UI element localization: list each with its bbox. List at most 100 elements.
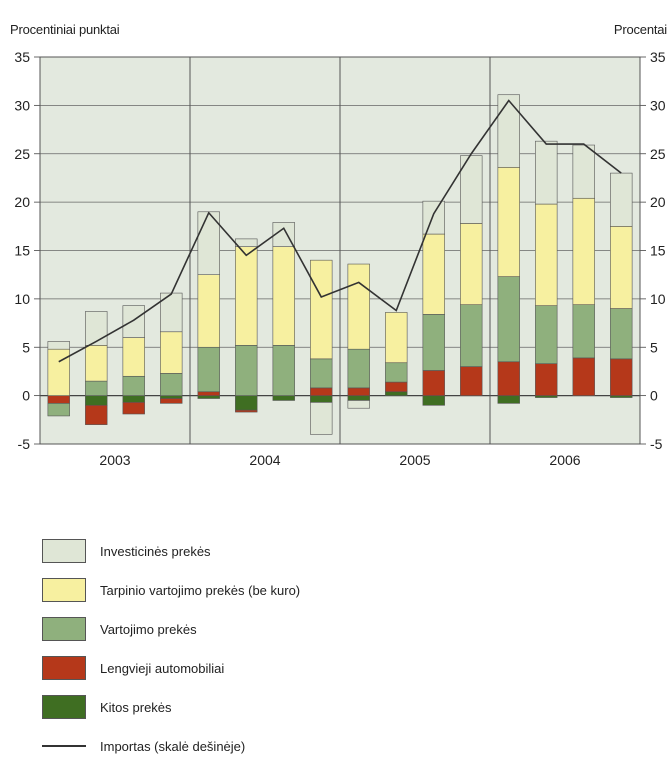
- bar-segment: [85, 345, 107, 381]
- bar-segment: [160, 399, 182, 404]
- legend-label-importas: Importas (skalė dešinėje): [100, 739, 245, 754]
- bar-segment: [460, 223, 482, 304]
- bar-segment: [123, 402, 145, 414]
- tick-label-left: 30: [14, 97, 30, 113]
- bar-segment: [198, 392, 220, 396]
- bar-segment: [535, 204, 557, 306]
- bar-segment: [423, 201, 445, 234]
- tick-label-right: 20: [650, 194, 666, 210]
- bar-segment: [160, 373, 182, 395]
- bar-segment: [498, 362, 520, 396]
- bar-segment: [85, 405, 107, 424]
- bar-segment: [423, 234, 445, 314]
- tick-label-right: 0: [650, 388, 658, 404]
- tick-label-left: -5: [18, 436, 31, 452]
- legend-swatch-tarpinio: [42, 578, 86, 602]
- tick-label-left: 35: [14, 49, 30, 65]
- bar-segment: [235, 345, 257, 395]
- bar-segment: [235, 247, 257, 346]
- tick-label-left: 10: [14, 291, 30, 307]
- legend-item-kitos: Kitos prekės: [42, 692, 642, 722]
- legend-swatch-investicines: [42, 539, 86, 563]
- x-tick-label: 2004: [249, 452, 280, 468]
- bar-segment: [198, 347, 220, 392]
- bar-segment: [310, 260, 332, 359]
- bar-segment: [385, 312, 407, 362]
- legend-item-lengvieji: Lengvieji automobiliai: [42, 653, 642, 683]
- tick-label-left: 5: [22, 339, 30, 355]
- bar-segment: [85, 396, 107, 406]
- bar-segment: [48, 396, 70, 404]
- bar-segment: [273, 247, 295, 346]
- bar-segment: [423, 370, 445, 395]
- bar-segment: [498, 95, 520, 168]
- bar-segment: [123, 338, 145, 377]
- legend-swatch-importas: [42, 745, 86, 747]
- bar-segment: [610, 359, 632, 396]
- bar-segment: [273, 396, 295, 401]
- bar-segment: [348, 400, 370, 408]
- bar-segment: [198, 396, 220, 399]
- bar-segment: [198, 275, 220, 348]
- bar-segment: [348, 388, 370, 396]
- bar-segment: [123, 306, 145, 338]
- bar-segment: [460, 367, 482, 396]
- bar-segment: [385, 363, 407, 382]
- x-tick-label: 2006: [549, 452, 580, 468]
- tick-label-left: 20: [14, 194, 30, 210]
- bar-segment: [573, 358, 595, 396]
- x-tick-label: 2003: [99, 452, 130, 468]
- legend-label-investicines: Investicinės prekės: [100, 544, 211, 559]
- legend-swatch-kitos: [42, 695, 86, 719]
- tick-label-right: 10: [650, 291, 666, 307]
- bar-segment: [235, 410, 257, 412]
- bar-segment: [48, 403, 70, 416]
- bar-segment: [385, 382, 407, 392]
- legend-swatch-lengvieji: [42, 656, 86, 680]
- legend-item-vartojimo: Vartojimo prekės: [42, 614, 642, 644]
- bar-segment: [160, 332, 182, 374]
- bar-segment: [573, 198, 595, 304]
- bar-segment: [310, 388, 332, 396]
- legend-item-tarpinio: Tarpinio vartojimo prekės (be kuro): [42, 575, 642, 605]
- tick-label-right: 15: [650, 243, 666, 259]
- legend-swatch-vartojimo: [42, 617, 86, 641]
- bar-segment: [423, 396, 445, 406]
- bar-segment: [310, 402, 332, 434]
- x-tick-label: 2005: [399, 452, 430, 468]
- bar-segment: [123, 376, 145, 395]
- bar-segment: [423, 314, 445, 370]
- legend-label-lengvieji: Lengvieji automobiliai: [100, 661, 224, 676]
- legend-label-vartojimo: Vartojimo prekės: [100, 622, 197, 637]
- bar-segment: [123, 396, 145, 403]
- tick-label-right: 35: [650, 49, 666, 65]
- bar-segment: [235, 239, 257, 247]
- tick-label-right: 5: [650, 339, 658, 355]
- legend-item-investicines: Investicinės prekės: [42, 536, 642, 566]
- bar-segment: [348, 396, 370, 401]
- bar-segment: [498, 167, 520, 276]
- bar-segment: [235, 396, 257, 411]
- bar-segment: [498, 396, 520, 404]
- tick-label-left: 15: [14, 243, 30, 259]
- bar-segment: [535, 364, 557, 396]
- bar-segment: [498, 277, 520, 362]
- tick-label-right: 25: [650, 146, 666, 162]
- bar-segment: [160, 396, 182, 399]
- bar-segment: [310, 359, 332, 388]
- bar-segment: [535, 141, 557, 204]
- tick-label-left: 0: [22, 388, 30, 404]
- bar-segment: [85, 311, 107, 345]
- legend-label-tarpinio: Tarpinio vartojimo prekės (be kuro): [100, 583, 300, 598]
- bar-segment: [460, 305, 482, 367]
- bar-segment: [273, 345, 295, 395]
- bar-segment: [348, 264, 370, 349]
- tick-label-right: 30: [650, 97, 666, 113]
- legend-label-kitos: Kitos prekės: [100, 700, 172, 715]
- bar-segment: [48, 349, 70, 395]
- bar-segment: [348, 349, 370, 388]
- bar-segment: [610, 173, 632, 226]
- bar-segment: [573, 305, 595, 358]
